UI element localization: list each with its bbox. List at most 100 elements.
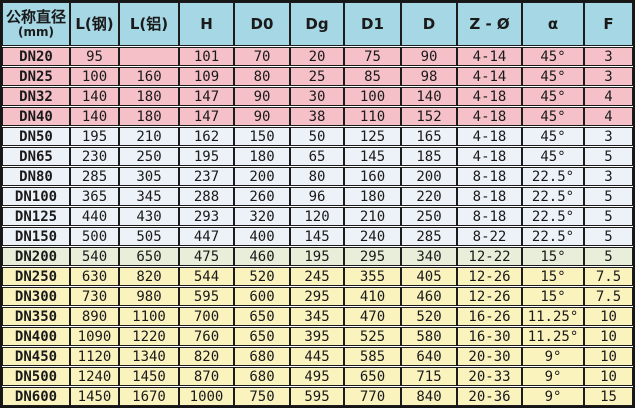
data-cell: 160 (344, 167, 401, 186)
data-cell: 475 (179, 247, 234, 266)
data-cell: 285 (70, 167, 119, 186)
data-cell: 20-36 (457, 387, 522, 406)
row-label-cell: DN250 (2, 267, 70, 286)
data-cell: 405 (401, 267, 457, 286)
data-cell: 544 (179, 267, 234, 286)
table-row: DN32 140 180 147 90 30 100 140 4-18 45° 4 (2, 87, 633, 106)
data-cell: 210 (344, 207, 401, 226)
table-row: DN400 1090 1220 760 650 395 525 580 16-30 11.25° 1… (2, 327, 633, 346)
data-cell: 147 (179, 87, 234, 106)
data-cell: 8-18 (457, 187, 522, 206)
row-label-cell: DN600 (2, 387, 70, 406)
row-label-cell: DN300 (2, 287, 70, 306)
data-cell: 505 (119, 227, 179, 246)
table-row: DN80 285 305 237 200 80 160 200 8-18 22.5° 3 (2, 167, 633, 186)
data-cell: 15° (522, 267, 584, 286)
data-cell: 145 (344, 147, 401, 166)
data-cell: 345 (290, 307, 344, 326)
data-cell: 250 (119, 147, 179, 166)
data-cell: 760 (179, 327, 234, 346)
data-cell: 495 (290, 367, 344, 386)
data-cell: 100 (70, 67, 119, 86)
data-cell: 1220 (119, 327, 179, 346)
data-cell: 715 (401, 367, 457, 386)
data-cell: 95 (70, 47, 119, 66)
data-cell: 25 (290, 67, 344, 86)
data-cell: 3 (584, 47, 633, 66)
data-cell: 180 (234, 147, 290, 166)
data-cell: 8-22 (457, 227, 522, 246)
table-row: DN100 365 345 288 260 96 180 220 8-18 22.5° 5 (2, 187, 633, 206)
data-cell: 525 (344, 327, 401, 346)
data-cell: 340 (401, 247, 457, 266)
data-cell: 585 (344, 347, 401, 366)
data-cell: 4-18 (457, 147, 522, 166)
data-cell: 101 (179, 47, 234, 66)
data-cell: 12-26 (457, 287, 522, 306)
data-cell: 447 (179, 227, 234, 246)
data-cell: 288 (179, 187, 234, 206)
column-header-cell: H (179, 2, 234, 46)
data-cell: 520 (401, 307, 457, 326)
row-label-cell: DN25 (2, 67, 70, 86)
table-row: DN150 500 505 447 400 145 240 285 8-22 22.5° 5 (2, 227, 633, 246)
data-cell: 730 (70, 287, 119, 306)
row-label-cell: DN500 (2, 367, 70, 386)
data-cell: 240 (344, 227, 401, 246)
data-cell: 1340 (119, 347, 179, 366)
data-cell: 20-33 (457, 367, 522, 386)
data-cell: 840 (401, 387, 457, 406)
data-cell: 870 (179, 367, 234, 386)
data-cell: 96 (290, 187, 344, 206)
data-cell: 195 (70, 127, 119, 146)
column-header-cell: Dg (290, 2, 344, 46)
row-label-cell: DN350 (2, 307, 70, 326)
row-label-cell: DN100 (2, 187, 70, 206)
data-cell: 1000 (179, 387, 234, 406)
table-row: DN250 630 820 544 520 245 355 405 12-26 15° 7.5 (2, 267, 633, 286)
data-cell: 5 (584, 227, 633, 246)
data-cell: 90 (401, 47, 457, 66)
table-row: DN40 140 180 147 90 38 110 152 4-18 45° 4 (2, 107, 633, 126)
data-cell: 15 (584, 387, 633, 406)
data-cell: 1100 (119, 307, 179, 326)
data-cell: 20 (290, 47, 344, 66)
data-cell: 5 (584, 247, 633, 266)
row-label-cell: DN125 (2, 207, 70, 226)
data-cell: 595 (290, 387, 344, 406)
row-label-cell: DN80 (2, 167, 70, 186)
data-cell: 295 (290, 287, 344, 306)
column-header-cell: α (522, 2, 584, 46)
data-cell: 12-26 (457, 267, 522, 286)
data-cell: 20-30 (457, 347, 522, 366)
data-cell: 120 (290, 207, 344, 226)
corner-header-line2: (mm) (18, 25, 54, 39)
data-cell: 3 (584, 127, 633, 146)
data-cell: 10 (584, 347, 633, 366)
data-cell: 22.5° (522, 167, 584, 186)
data-cell: 5 (584, 147, 633, 166)
data-cell: 9° (522, 347, 584, 366)
data-cell: 4-18 (457, 87, 522, 106)
data-cell: 70 (234, 47, 290, 66)
data-cell: 9° (522, 387, 584, 406)
data-cell: 30 (290, 87, 344, 106)
data-cell: 345 (119, 187, 179, 206)
data-cell: 90 (234, 107, 290, 126)
data-cell: 165 (401, 127, 457, 146)
row-label-cell: DN32 (2, 87, 70, 106)
table-row: DN600 1450 1670 1000 750 595 770 840 20-36 9° 15 (2, 387, 633, 406)
table-row: DN500 1240 1450 870 680 495 650 715 20-33 9° 10 (2, 367, 633, 386)
data-cell: 980 (119, 287, 179, 306)
data-cell: 1450 (119, 367, 179, 386)
data-cell: 595 (179, 287, 234, 306)
table-row: DN125 440 430 293 320 120 210 250 8-18 22.5° 5 (2, 207, 633, 226)
data-cell: 460 (401, 287, 457, 306)
data-cell: 770 (344, 387, 401, 406)
data-cell: 90 (234, 87, 290, 106)
column-header-cell: L(铝) (119, 2, 179, 46)
data-cell: 12-22 (457, 247, 522, 266)
data-cell: 650 (234, 307, 290, 326)
data-cell: 3 (584, 67, 633, 86)
